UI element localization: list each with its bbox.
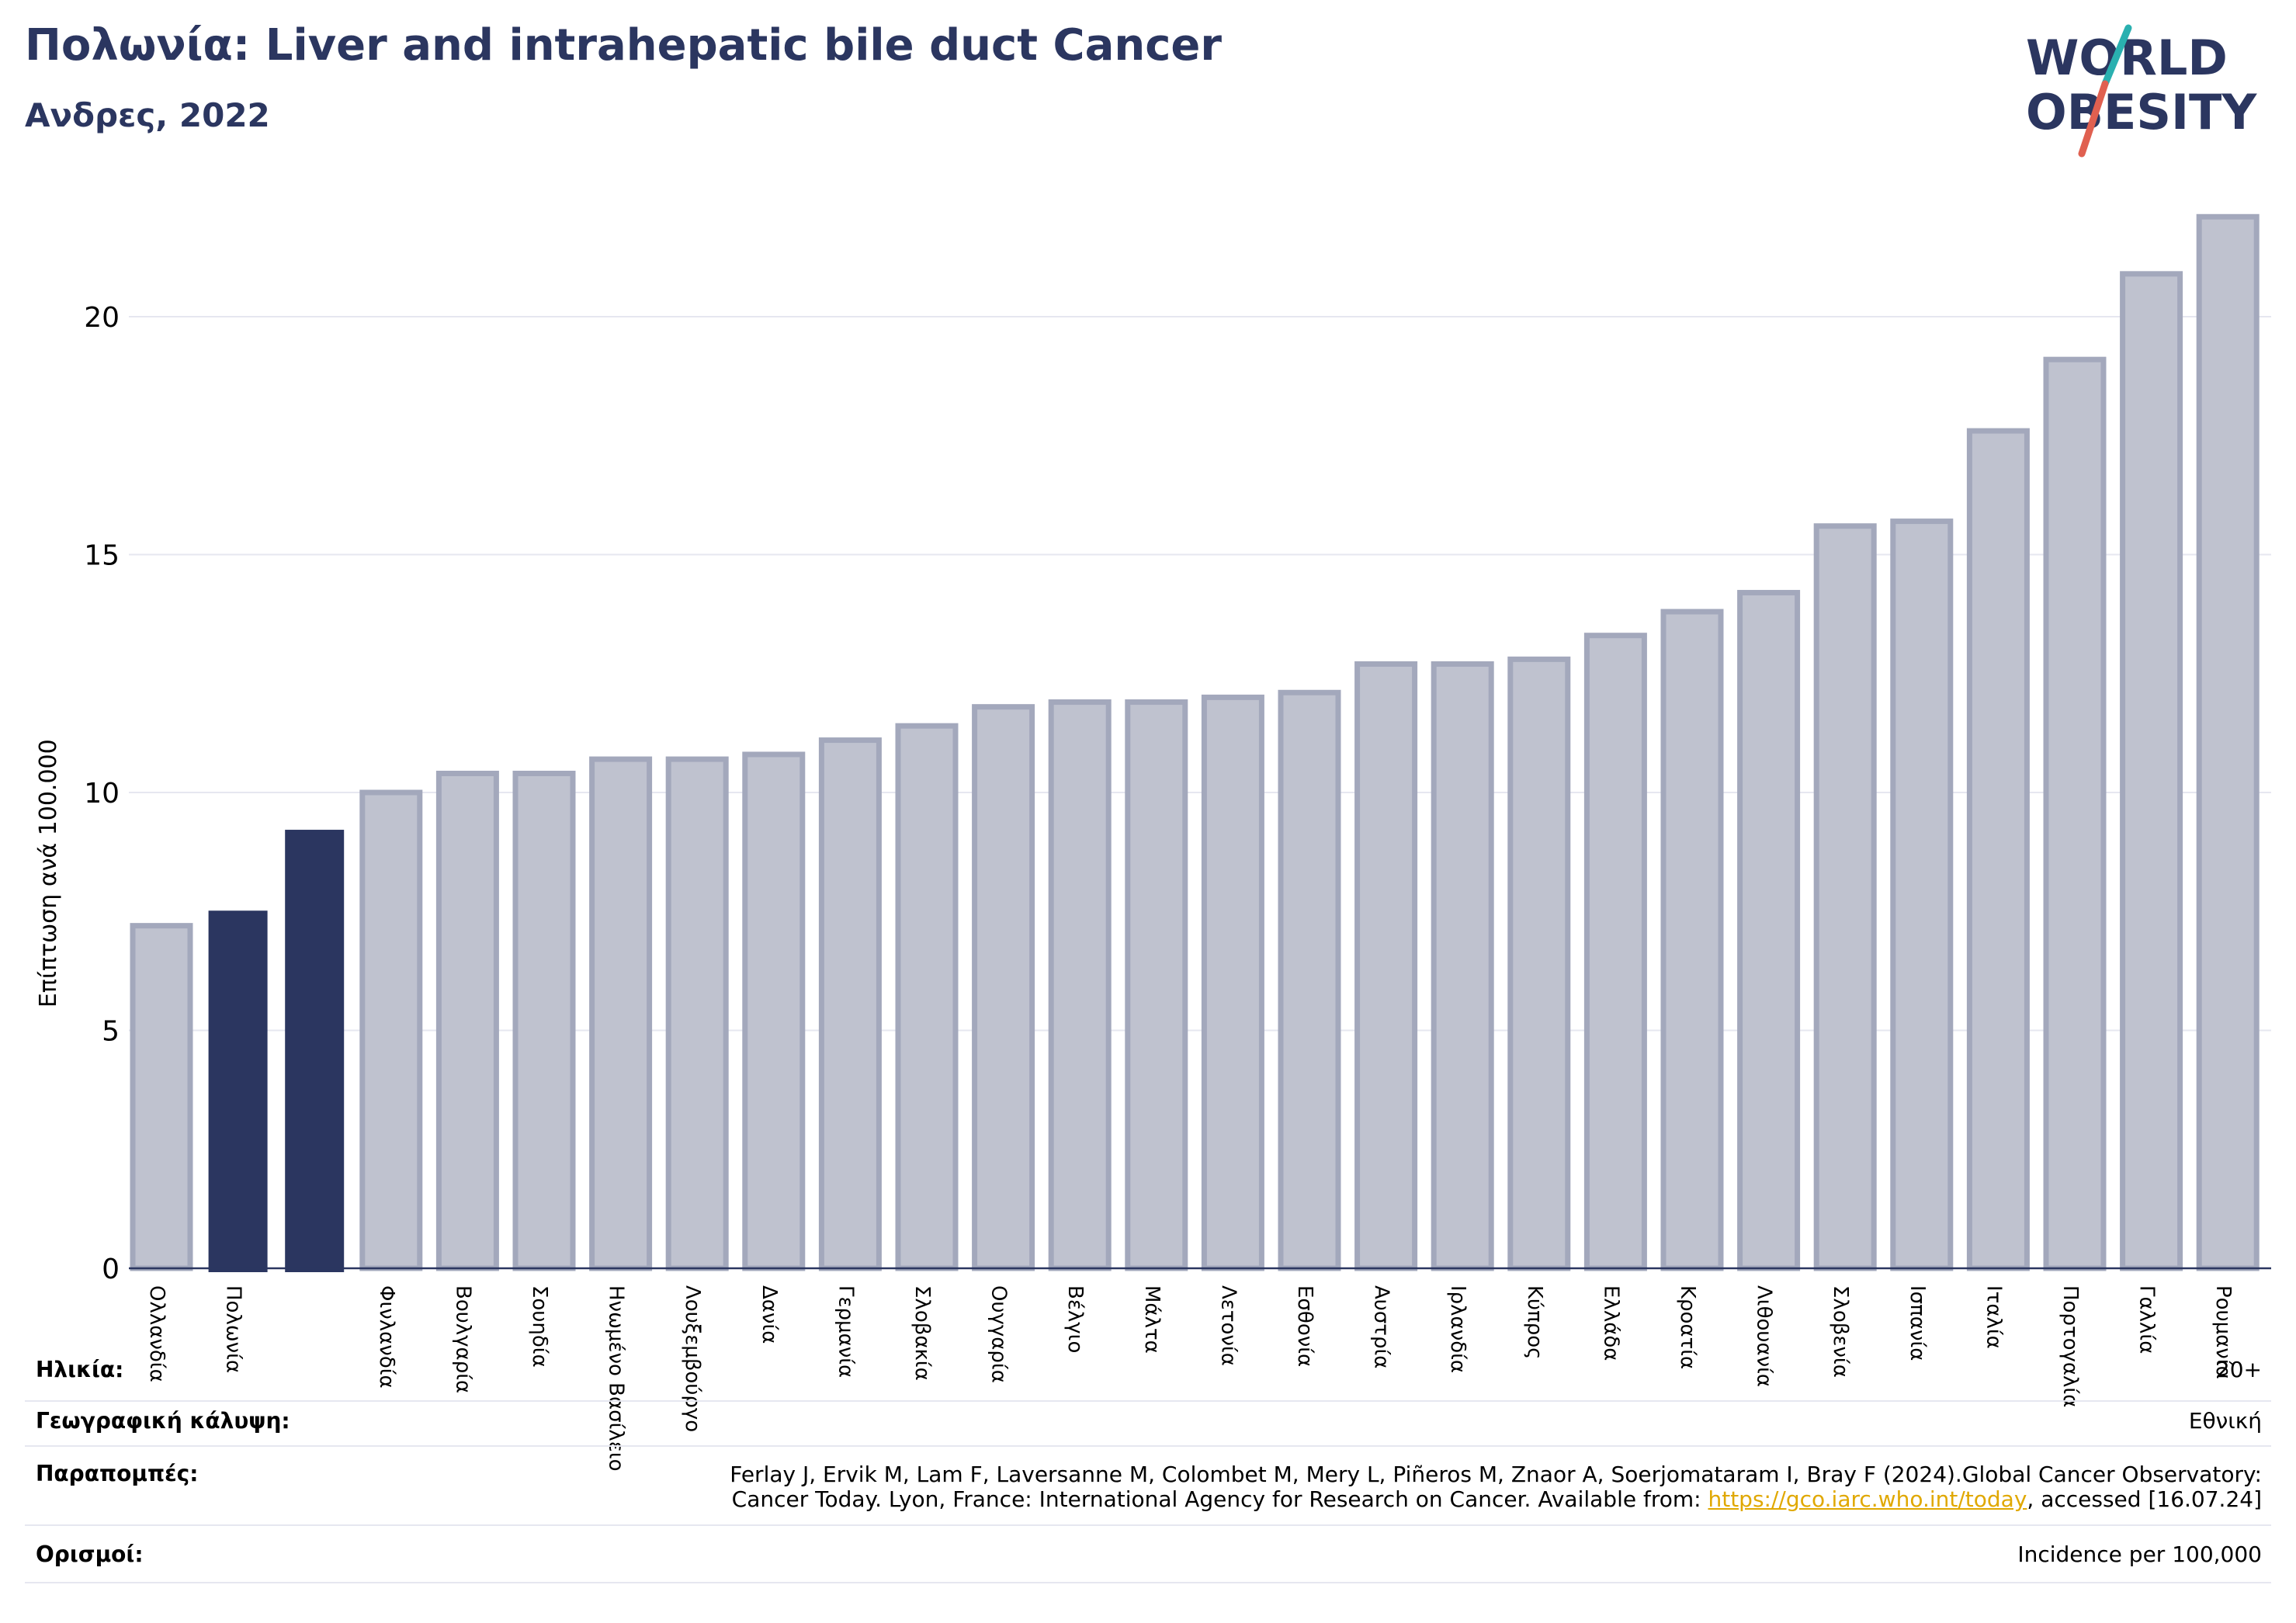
references-text: Ferlay J, Ervik M, Lam F, Laversanne M, … [730,1462,2262,1512]
x-tick-label: Φινλανδία [375,1285,398,1389]
x-tick-label: Μάλτα [1140,1285,1164,1354]
x-tick-label: Λιθουανία [1753,1285,1776,1387]
info-row-references: Παραπομπές: Ferlay J, Ervik M, Lam F, La… [25,1447,2271,1526]
x-tick-label: Πολωνία [222,1285,245,1373]
info-row-coverage: Γεωγραφική κάλυψη: Εθνική [25,1402,2271,1447]
info-row-age: Ηλικία: 20+ [25,1338,2271,1402]
x-tick-label: Γαλλία [2135,1285,2159,1354]
y-tick-label: 5 [102,1016,120,1048]
x-tick-label: Βουλγαρία [451,1285,474,1393]
bar [1660,609,1724,1271]
definitions-value: Incidence per 100,000 [2017,1542,2262,1567]
bar [665,756,729,1271]
bar [972,704,1035,1271]
bar [1125,699,1188,1271]
bar [359,789,423,1271]
y-tick-label: 10 [84,778,120,810]
bar [895,723,959,1271]
logo-slash-teal [2101,24,2132,88]
bar [1201,694,1264,1271]
x-tick-label: Λετονία [1216,1285,1240,1366]
coverage-value: Εθνική [2188,1408,2262,1434]
x-tick-label: Ηνωμένο Βασίλειο [605,1285,628,1472]
x-tick-label: Ολλανδία [145,1285,168,1382]
x-tick-label: Δανία [758,1285,781,1344]
bar [742,751,806,1271]
bar [512,770,576,1271]
references-line-2: Cancer Today. Lyon, France: Internationa… [731,1486,2262,1512]
bar [1890,518,1954,1271]
chart-subtitle: Ανδρες, 2022 [25,96,270,134]
bar [818,737,882,1271]
x-tick-label: Γερμανία [834,1285,857,1378]
bar-highlighted [285,830,345,1273]
bar [130,923,193,1271]
age-value: 20+ [2215,1357,2262,1382]
bar [1507,656,1571,1271]
chart-title: Πολωνία: Liver and intrahepatic bile duc… [25,20,1223,71]
y-tick-label: 15 [84,540,120,572]
x-tick-label: Ρουμανία [2211,1285,2235,1379]
references-label: Παραπομπές: [36,1461,199,1486]
logo-line-2: OBESITY [2026,84,2257,140]
x-tick-label: Ιταλία [1982,1285,2005,1349]
bar [2120,271,2183,1271]
definitions-label: Ορισμοί: [36,1542,144,1567]
references-link[interactable]: https://gco.iarc.who.int/today [1708,1486,2027,1512]
info-row-definitions: Ορισμοί: Incidence per 100,000 [25,1526,2271,1583]
bar [1583,633,1647,1271]
bar [2043,356,2107,1271]
x-tick-label: Λουξεμβούργο [681,1285,704,1432]
bar [1278,689,1341,1271]
y-tick-label: 20 [84,302,120,334]
references-line-1: Ferlay J, Ervik M, Lam F, Laversanne M, … [730,1462,2262,1487]
axes: 0 5 10 15 20 Επίπτωση ανά 100.000 [35,302,2271,1285]
bar [1966,428,2030,1271]
x-tick-label: Σλοβακία [910,1285,934,1381]
coverage-label: Γεωγραφική κάλυψη: [36,1408,290,1434]
bar [435,770,499,1271]
bar [1813,523,1877,1271]
y-tick-label: 0 [102,1254,120,1285]
y-axis-label: Επίπτωση ανά 100.000 [35,739,62,1007]
age-label: Ηλικία: [36,1357,124,1382]
world-obesity-logo: WORLD OBESITY [2026,24,2257,158]
x-tick-label: Ιρλανδία [1446,1285,1469,1373]
bar [1431,661,1494,1271]
bar [1737,590,1801,1271]
x-tick-label: Ουγγαρία [987,1285,1011,1383]
bar [589,756,653,1271]
x-tick-label: Ισπανία [1906,1285,1929,1361]
category-labels: Ολλανδία Πολωνία Φινλανδία Βουλγαρία Σουηδία… [145,1285,2235,1472]
x-tick-label: Αυστρία [1370,1285,1393,1368]
x-tick-label: Κύπρος [1523,1285,1546,1359]
x-tick-label: Σλοβενία [1829,1285,1852,1378]
x-tick-label: Ελλάδα [1599,1285,1622,1361]
bar [1354,661,1418,1271]
x-tick-label: Κροατία [1676,1285,1699,1369]
x-tick-label: Εσθονία [1293,1285,1316,1367]
x-tick-label: Βέλγιο [1063,1285,1087,1353]
logo-slash-red [2078,80,2109,158]
bar [2196,213,2260,1271]
bar-highlighted [208,910,268,1272]
x-tick-label: Πορτογαλία [2058,1285,2082,1407]
bar [1048,699,1112,1271]
bars [130,213,2260,1273]
x-tick-label: Σουηδία [528,1285,551,1368]
